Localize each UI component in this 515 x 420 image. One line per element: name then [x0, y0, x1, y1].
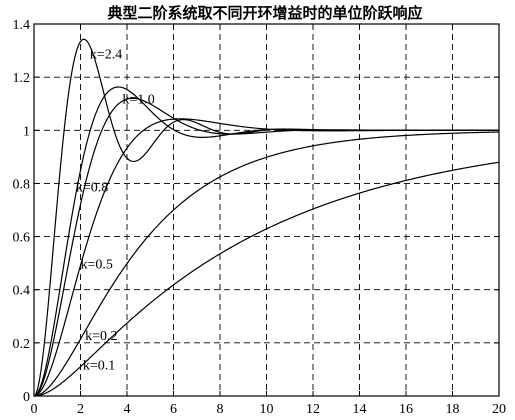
plot-frame	[33, 23, 500, 397]
x-tick-label: 10	[260, 402, 274, 417]
curve-labels: k=2.4 k=1.0 k=0.8 k=0.5 k=0.2 k=0.1	[76, 48, 155, 374]
curve-label: k=0.8	[76, 180, 108, 195]
y-tick-label: 1.2	[13, 71, 31, 86]
y-tick-label: 0.6	[13, 231, 31, 246]
y-tick-label: 1.4	[13, 18, 31, 33]
x-tick-label: 16	[399, 402, 413, 417]
x-tick-label: 4	[124, 402, 131, 417]
axis-ticks: 0 2 4 6 8 10 12 14 16 18 20 0 0.2 0.4 0.6 0.8 1 1.2 1.4	[13, 18, 507, 417]
x-tick-label: 20	[492, 402, 506, 417]
y-tick-label: 0.2	[13, 337, 31, 352]
grid-lines	[34, 24, 499, 396]
curve-label: k=0.1	[83, 358, 115, 373]
series-line-k-0.5	[33, 118, 499, 397]
x-tick-label: 6	[170, 402, 177, 417]
series-line-k-0.2	[33, 131, 500, 397]
x-tick-label: 14	[353, 402, 367, 417]
y-tick-label: 0.8	[13, 177, 31, 192]
x-tick-label: 2	[77, 402, 84, 417]
y-tick-label: 0	[23, 390, 30, 405]
x-tick-label: 18	[446, 402, 460, 417]
curve-label: k=0.5	[81, 257, 113, 272]
y-tick-label: 0.4	[13, 284, 31, 299]
series-lines	[33, 38, 500, 397]
y-tick-label: 1	[23, 124, 30, 139]
chart-title: 典型二阶系统取不同开环增益时的单位阶跃响应	[107, 4, 422, 22]
x-tick-label: 8	[217, 402, 224, 417]
curve-label: k=2.4	[90, 48, 122, 63]
series-line-k-0.1	[33, 161, 500, 397]
x-tick-label: 12	[306, 402, 320, 417]
x-tick-label: 0	[31, 402, 38, 417]
curve-label: k=1.0	[122, 93, 154, 108]
curve-label: k=0.2	[85, 329, 117, 344]
